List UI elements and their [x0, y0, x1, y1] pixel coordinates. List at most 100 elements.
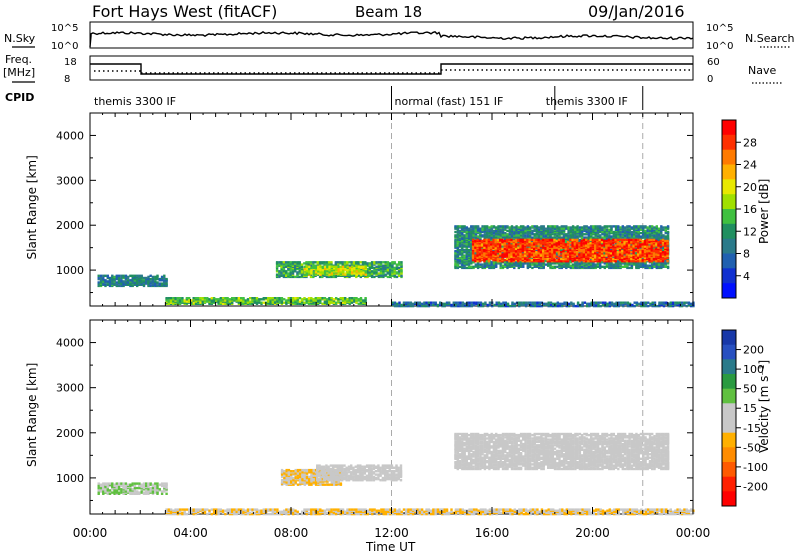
data-cell	[340, 297, 342, 299]
data-cell	[193, 302, 195, 304]
data-cell	[362, 266, 364, 268]
data-cell	[495, 265, 497, 267]
data-cell	[161, 282, 163, 284]
data-cell	[570, 231, 572, 233]
data-cell	[389, 269, 391, 271]
data-cell	[491, 225, 493, 227]
data-cell	[394, 302, 396, 304]
data-cell	[499, 239, 501, 241]
data-cell	[263, 302, 265, 304]
data-cell	[168, 299, 170, 301]
data-cell	[475, 233, 477, 235]
data-cell	[202, 297, 204, 299]
data-cell	[459, 262, 461, 264]
data-cell	[129, 279, 131, 281]
data-cell	[540, 265, 542, 267]
data-cell	[525, 302, 527, 304]
data-cell	[385, 274, 387, 276]
data-cell	[568, 303, 570, 305]
data-cell	[236, 297, 238, 299]
data-cell	[640, 265, 642, 267]
data-cell	[276, 266, 278, 268]
data-cell	[572, 263, 574, 265]
data-cell	[556, 225, 558, 227]
data-cell	[477, 302, 479, 304]
data-cell	[576, 228, 578, 230]
data-cell	[570, 236, 572, 238]
data-cell	[681, 304, 683, 306]
data-cell	[510, 248, 512, 250]
data-cell	[477, 235, 479, 237]
data-cell	[163, 275, 165, 277]
data-cell	[474, 240, 476, 242]
data-cell	[220, 297, 222, 299]
data-cell	[278, 276, 280, 278]
data-cell	[319, 266, 321, 268]
data-cell	[524, 249, 526, 251]
data-cell	[486, 225, 488, 227]
data-cell	[476, 250, 478, 252]
data-cell	[606, 233, 608, 235]
data-cell	[622, 225, 624, 227]
data-cell	[493, 230, 495, 232]
data-cell	[249, 300, 251, 302]
data-cell	[344, 261, 346, 263]
data-cell	[624, 266, 626, 268]
data-cell	[479, 263, 481, 265]
data-cell	[288, 297, 290, 299]
data-cell	[497, 248, 499, 250]
data-cell	[297, 297, 299, 299]
data-cell	[308, 266, 310, 268]
data-cell	[552, 236, 554, 238]
data-cell	[493, 225, 495, 227]
data-cell	[396, 263, 398, 265]
data-cell	[574, 226, 576, 228]
data-cell	[405, 302, 407, 304]
data-cell	[499, 248, 501, 250]
data-cell	[640, 229, 642, 231]
data-cell	[524, 234, 526, 236]
data-cell	[556, 266, 558, 268]
data-cell	[306, 266, 308, 268]
data-cell	[534, 302, 536, 304]
data-cell	[543, 262, 545, 264]
data-cell	[326, 302, 328, 304]
data-cell	[501, 256, 503, 258]
data-cell	[373, 267, 375, 269]
data-cell	[104, 279, 106, 281]
data-cell	[597, 225, 599, 227]
data-cell	[489, 304, 491, 306]
data-cell	[506, 230, 508, 232]
data-cell	[290, 271, 292, 273]
data-cell	[613, 305, 615, 307]
data-cell	[313, 271, 315, 273]
data-cell	[351, 271, 353, 273]
data-cell	[576, 267, 578, 269]
data-cell	[586, 236, 588, 238]
nsky-tick-bottom: 10^0	[51, 41, 78, 52]
data-cell	[287, 265, 289, 267]
data-cell	[599, 225, 601, 227]
data-cell	[647, 226, 649, 228]
data-cell	[461, 225, 463, 227]
data-cell	[552, 233, 554, 235]
data-cell	[199, 302, 201, 304]
data-cell	[333, 266, 335, 268]
data-cell	[326, 270, 328, 272]
data-cell	[556, 230, 558, 232]
data-cell	[138, 275, 140, 277]
data-cell	[631, 231, 633, 233]
data-cell	[475, 231, 477, 233]
data-cell	[504, 259, 506, 261]
data-cell	[461, 258, 463, 260]
data-cell	[116, 284, 118, 286]
data-cell	[301, 263, 303, 265]
data-cell	[662, 226, 664, 228]
data-cell	[491, 266, 493, 268]
data-cell	[385, 270, 387, 272]
data-cell	[369, 268, 371, 270]
data-cell	[276, 269, 278, 271]
data-cell	[344, 266, 346, 268]
data-cell	[581, 302, 583, 304]
